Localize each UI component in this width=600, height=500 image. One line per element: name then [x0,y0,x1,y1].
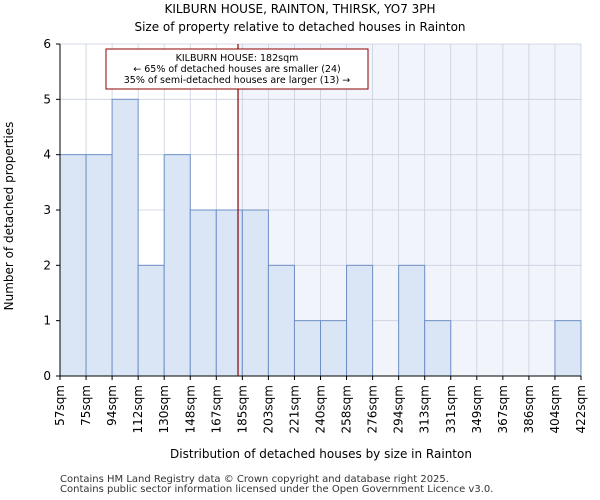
histogram-bar [163,154,191,377]
x-tick-label: 422sqm [574,385,588,433]
x-tick-label: 276sqm [366,385,380,433]
footer-line-1: Contains HM Land Registry data © Crown c… [60,474,449,485]
y-tick-label: 6 [43,37,51,51]
histogram-bar [346,264,374,377]
y-tick-label: 1 [43,314,51,328]
histogram-bar [320,320,348,377]
x-tick-label: 221sqm [287,385,301,433]
x-tick-label: 112sqm [131,385,145,433]
footer: Contains HM Land Registry data © Crown c… [60,475,493,495]
y-tick-label: 5 [43,92,51,106]
annotation-line-2: ← 65% of detached houses are smaller (24… [133,64,340,75]
histogram-bar [293,320,322,377]
x-tick-label: 75sqm [79,385,93,426]
y-tick-label: 3 [43,203,51,217]
chart-title: KILBURN HOUSE, RAINTON, THIRSK, YO7 3PH [164,2,436,16]
x-tick-label: 313sqm [418,385,432,433]
x-axis-label: Distribution of detached houses by size … [170,447,472,461]
x-tick-label: 367sqm [496,385,510,433]
x-tick-label: 386sqm [522,385,536,433]
histogram-bar [85,154,113,377]
x-tick-label: 404sqm [548,385,562,433]
x-tick-label: 203sqm [261,385,275,433]
x-tick-label: 331sqm [444,385,458,433]
histogram-bar [59,154,87,377]
histogram-bar [554,320,582,377]
y-tick-label: 4 [43,148,51,162]
histogram-bar [424,320,452,377]
x-tick-label: 148sqm [183,385,197,433]
y-axis-label: Number of detached properties [2,122,16,311]
annotation-line-1: KILBURN HOUSE: 182sqm [176,53,299,64]
chart-subtitle: Size of property relative to detached ho… [134,20,466,34]
footer-line-2: Contains public sector information licen… [60,484,494,495]
annotation-box [105,48,369,90]
histogram-bar [137,264,165,377]
x-tick-label: 240sqm [314,385,328,433]
histogram-bar [241,209,269,377]
x-tick-label: 294sqm [392,385,406,433]
y-tick-label: 2 [43,258,51,272]
x-tick-label: 349sqm [470,385,484,433]
y-tick-label: 0 [43,369,51,383]
x-tick-label: 57sqm [53,385,67,426]
x-tick-label: 185sqm [235,385,249,433]
histogram-bar [267,264,295,377]
x-tick-label: 130sqm [157,385,171,433]
x-tick-label: 167sqm [209,385,223,433]
x-tick-label: 258sqm [340,385,354,433]
x-tick-label: 94sqm [105,385,119,426]
annotation-line-3: 35% of semi-detached houses are larger (… [124,75,351,86]
histogram-bar [111,98,139,377]
histogram-bar [398,264,426,377]
histogram-bar [189,209,217,377]
